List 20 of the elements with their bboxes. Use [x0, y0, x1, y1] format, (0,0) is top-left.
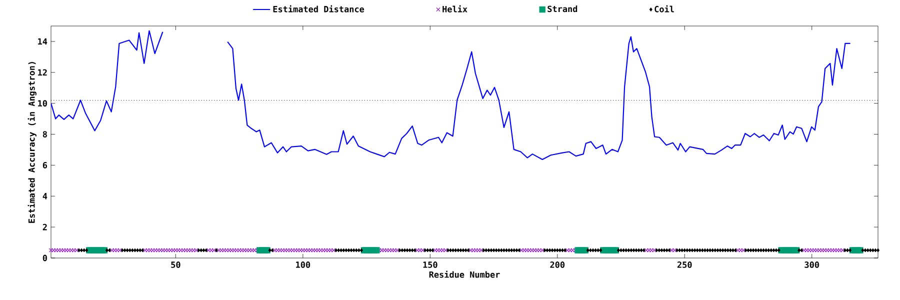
y-tick-label: 2 — [42, 224, 47, 230]
y-tick-label: 8 — [42, 131, 47, 138]
y-tick-label: 10 — [38, 100, 47, 107]
y-tick-label: 0 — [42, 254, 47, 262]
x-tick-label: 150 — [423, 262, 438, 268]
y-tick-label: 4 — [42, 193, 48, 200]
x-tick-label: 250 — [677, 262, 692, 268]
x-tick-label: 100 — [296, 262, 310, 268]
legend-label: Strand — [548, 6, 578, 12]
y-tick-label: 6 — [42, 162, 48, 168]
y-tick-label: 12 — [38, 69, 47, 76]
legend-label: Estimated Distance — [273, 5, 364, 12]
y-tick-label: 14 — [38, 38, 48, 45]
legend-label: Coil — [654, 5, 674, 12]
x-tick-label: 200 — [550, 262, 565, 268]
x-tick-label: 300 — [804, 262, 819, 268]
x-tick-label: 50 — [171, 262, 180, 268]
legend-label: Helix — [442, 5, 468, 12]
x-axis-title: Residue Number — [429, 270, 500, 278]
y-axis-title: Estimated Accuracy (in Angstron) — [28, 62, 36, 223]
